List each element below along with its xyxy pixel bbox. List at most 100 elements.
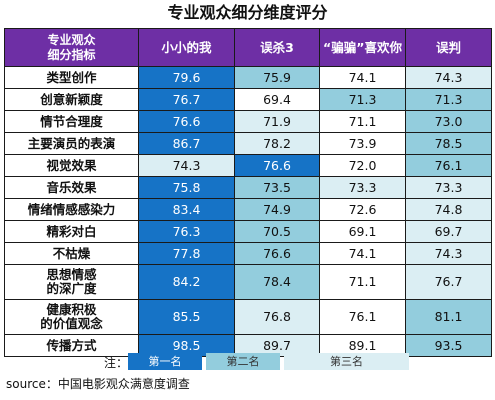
score-cell: 74.3 xyxy=(405,242,492,265)
score-cell: 74.9 xyxy=(234,198,320,221)
row-label-line: 不枯燥 xyxy=(52,245,91,261)
score-cell: 98.5 xyxy=(138,334,235,357)
table-row: 不枯燥 77.8 76.6 74.1 74.3 xyxy=(4,242,492,265)
row-label: 不枯燥 xyxy=(4,242,139,265)
header-row: 专业观众 细分指标 小小的我 误杀3 “骗骗”喜欢你 误判 xyxy=(4,28,492,67)
score-cell: 73.3 xyxy=(405,176,492,199)
score-cell: 76.1 xyxy=(319,299,406,335)
table-row: 情绪情感感染力 83.4 74.9 72.6 74.8 xyxy=(4,198,492,221)
header-label-line: 细分指标 xyxy=(47,47,96,62)
legend-label: 注： xyxy=(104,356,129,370)
table-row: 类型创作 79.6 75.9 74.1 74.3 xyxy=(4,66,492,89)
row-label: 音乐效果 xyxy=(4,176,139,199)
score-cell: 73.0 xyxy=(405,110,492,133)
score-cell: 69.4 xyxy=(234,88,320,111)
score-cell: 76.3 xyxy=(138,220,235,243)
source-note: source：中国电影观众满意度调查 xyxy=(6,377,190,391)
table-row: 传播方式 98.5 89.7 89.1 93.5 xyxy=(4,334,492,357)
table-row: 主要演员的表演 86.7 78.2 73.9 78.5 xyxy=(4,132,492,155)
score-cell: 73.5 xyxy=(234,176,320,199)
score-cell: 72.6 xyxy=(319,198,406,221)
table-body: 类型创作 79.6 75.9 74.1 74.3 创意新颖度 76.7 69.4 71.3 71.… xyxy=(4,66,492,357)
score-cell: 71.9 xyxy=(234,110,320,133)
legend-first-place: 第一名 xyxy=(128,353,202,370)
legend: 注： 第一名 第二名 第三名 xyxy=(4,352,491,372)
score-cell: 76.7 xyxy=(138,88,235,111)
column-header: 小小的我 xyxy=(138,28,235,67)
score-cell: 76.8 xyxy=(234,299,320,335)
score-cell: 85.5 xyxy=(138,299,235,335)
row-label-line: 主要演员的表演 xyxy=(27,135,116,151)
score-cell: 71.1 xyxy=(319,264,406,300)
table-row: 情节合理度 76.6 71.9 71.1 73.0 xyxy=(4,110,492,133)
column-header: “骗骗”喜欢你 xyxy=(319,28,406,67)
row-label: 情节合理度 xyxy=(4,110,139,133)
score-cell: 78.2 xyxy=(234,132,320,155)
score-cell: 76.6 xyxy=(234,242,320,265)
score-cell: 74.1 xyxy=(319,242,406,265)
table-row: 音乐效果 75.8 73.5 73.3 73.3 xyxy=(4,176,492,199)
score-cell: 75.9 xyxy=(234,66,320,89)
row-label: 创意新颖度 xyxy=(4,88,139,111)
row-label-line: 的价值观念 xyxy=(40,316,103,331)
table-row: 思想情感 的深广度 84.2 78.4 71.1 76.7 xyxy=(4,264,492,300)
score-cell: 81.1 xyxy=(405,299,492,335)
score-cell: 74.1 xyxy=(319,66,406,89)
row-label-line: 情绪情感感染力 xyxy=(27,201,116,217)
score-cell: 74.3 xyxy=(138,154,235,177)
score-cell: 93.5 xyxy=(405,334,492,357)
row-label-line: 的深广度 xyxy=(46,281,97,296)
legend-third-place: 第三名 xyxy=(284,353,409,370)
score-cell: 72.0 xyxy=(319,154,406,177)
row-label: 传播方式 xyxy=(4,334,139,357)
header-label-line: 专业观众 xyxy=(47,32,96,47)
score-cell: 89.1 xyxy=(319,334,406,357)
column-header: 误判 xyxy=(405,28,492,67)
score-cell: 76.7 xyxy=(405,264,492,300)
table-row: 健康积极 的价值观念 85.5 76.8 76.1 81.1 xyxy=(4,299,492,335)
score-cell: 76.6 xyxy=(234,154,320,177)
row-label: 视觉效果 xyxy=(4,154,139,177)
row-label-line: 精彩对白 xyxy=(46,223,97,239)
row-label: 思想情感 的深广度 xyxy=(4,264,139,300)
chart-title: 专业观众细分维度评分 xyxy=(167,3,328,22)
row-label: 情绪情感感染力 xyxy=(4,198,139,221)
score-cell: 74.8 xyxy=(405,198,492,221)
column-header: 误杀3 xyxy=(234,28,320,67)
row-label: 类型创作 xyxy=(4,66,139,89)
row-label: 健康积极 的价值观念 xyxy=(4,299,139,335)
row-label-line: 创意新颖度 xyxy=(40,91,103,107)
row-label-line: 音乐效果 xyxy=(46,179,97,195)
score-cell: 71.3 xyxy=(319,88,406,111)
score-cell: 78.4 xyxy=(234,264,320,300)
score-cell: 69.7 xyxy=(405,220,492,243)
table-row: 视觉效果 74.3 76.6 72.0 76.1 xyxy=(4,154,492,177)
score-cell: 75.8 xyxy=(138,176,235,199)
score-cell: 76.6 xyxy=(138,110,235,133)
score-cell: 76.1 xyxy=(405,154,492,177)
score-cell: 71.3 xyxy=(405,88,492,111)
row-label-line: 健康积极 xyxy=(46,302,97,317)
row-label-line: 类型创作 xyxy=(46,69,97,85)
table-row: 创意新颖度 76.7 69.4 71.3 71.3 xyxy=(4,88,492,111)
legend-second-place: 第二名 xyxy=(206,353,280,370)
row-label: 精彩对白 xyxy=(4,220,139,243)
score-cell: 69.1 xyxy=(319,220,406,243)
score-cell: 77.8 xyxy=(138,242,235,265)
row-label-line: 传播方式 xyxy=(46,337,97,353)
score-cell: 83.4 xyxy=(138,198,235,221)
score-cell: 70.5 xyxy=(234,220,320,243)
score-cell: 84.2 xyxy=(138,264,235,300)
score-cell: 79.6 xyxy=(138,66,235,89)
score-cell: 74.3 xyxy=(405,66,492,89)
row-label-line: 视觉效果 xyxy=(46,157,97,173)
score-cell: 73.3 xyxy=(319,176,406,199)
score-table: 专业观众 细分指标 小小的我 误杀3 “骗骗”喜欢你 误判 类型创作 79.6 75… xyxy=(4,28,492,357)
header-label: 专业观众 细分指标 xyxy=(4,28,139,67)
row-label-line: 思想情感 xyxy=(46,267,97,282)
score-cell: 73.9 xyxy=(319,132,406,155)
table-row: 精彩对白 76.3 70.5 69.1 69.7 xyxy=(4,220,492,243)
row-label-line: 情节合理度 xyxy=(40,113,103,129)
score-cell: 78.5 xyxy=(405,132,492,155)
